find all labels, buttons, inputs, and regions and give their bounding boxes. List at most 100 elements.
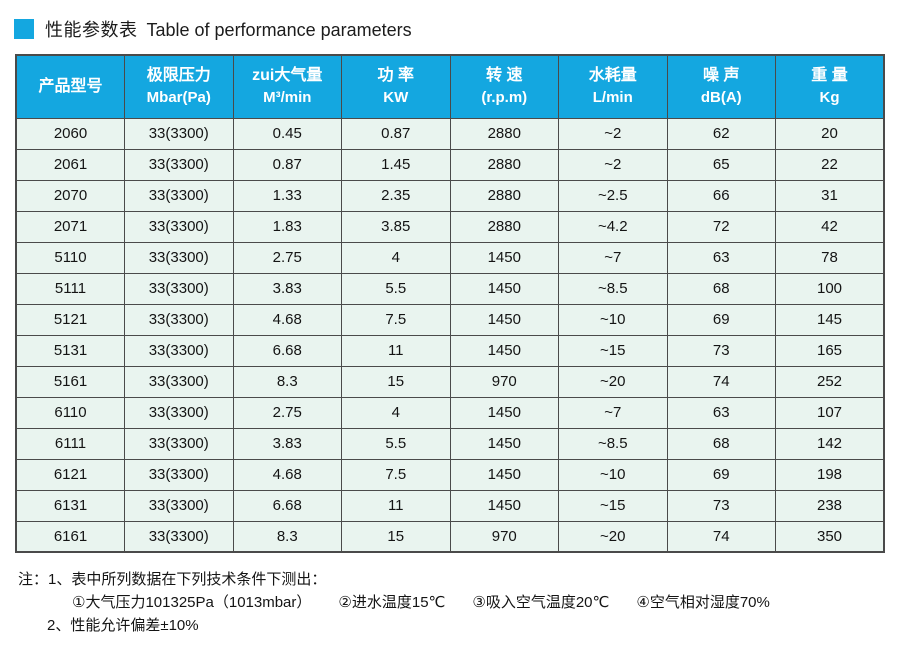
column-header-unit: Kg bbox=[819, 88, 840, 106]
cell-product-model: 6111 bbox=[15, 427, 125, 460]
table-header: 产品型号 极限压力 Mbar(Pa) zui大气量 M³/min 功 率 KW 转 速 (r.p… bbox=[15, 54, 885, 119]
note-label: 注： bbox=[18, 571, 49, 588]
cell-weight: 198 bbox=[775, 458, 885, 491]
table-row: 6121 33(3300) 4.68 7.5 1450 ~10 69 198 bbox=[15, 458, 885, 491]
cell-product-model: 5131 bbox=[15, 334, 125, 367]
cell-speed: 1450 bbox=[449, 334, 559, 367]
cell-speed: 2880 bbox=[449, 179, 559, 212]
cell-power: 5.5 bbox=[341, 272, 451, 305]
cell-max-air-flow: 3.83 bbox=[232, 427, 342, 460]
cell-max-air-flow: 8.3 bbox=[232, 520, 342, 553]
note-line-1: 注：1、表中所列数据在下列技术条件下测出： bbox=[18, 568, 900, 591]
cell-water-consumption: ~7 bbox=[558, 241, 668, 274]
cell-weight: 31 bbox=[775, 179, 885, 212]
cell-ultimate-pressure: 33(3300) bbox=[124, 489, 234, 522]
cell-water-consumption: ~10 bbox=[558, 458, 668, 491]
column-header-speed: 转 速 (r.p.m) bbox=[449, 54, 559, 119]
cell-product-model: 5110 bbox=[15, 241, 125, 274]
cell-power: 4 bbox=[341, 396, 451, 429]
cell-weight: 22 bbox=[775, 148, 885, 181]
table-row: 2070 33(3300) 1.33 2.35 2880 ~2.5 66 31 bbox=[15, 179, 885, 212]
column-header-label: 转 速 bbox=[486, 66, 523, 84]
table-row: 2061 33(3300) 0.87 1.45 2880 ~2 65 22 bbox=[15, 148, 885, 181]
cell-power: 1.45 bbox=[341, 148, 451, 181]
cell-ultimate-pressure: 33(3300) bbox=[124, 179, 234, 212]
cell-speed: 1450 bbox=[449, 303, 559, 336]
cell-speed: 1450 bbox=[449, 489, 559, 522]
cell-ultimate-pressure: 33(3300) bbox=[124, 241, 234, 274]
column-header-label: 产品型号 bbox=[38, 77, 103, 95]
cell-max-air-flow: 1.33 bbox=[232, 179, 342, 212]
cell-power: 7.5 bbox=[341, 303, 451, 336]
cell-ultimate-pressure: 33(3300) bbox=[124, 148, 234, 181]
cell-max-air-flow: 2.75 bbox=[232, 241, 342, 274]
cell-product-model: 6161 bbox=[15, 520, 125, 553]
cell-product-model: 6131 bbox=[15, 489, 125, 522]
cell-product-model: 5121 bbox=[15, 303, 125, 336]
footnotes: 注：1、表中所列数据在下列技术条件下测出： ①大气压力101325Pa（1013… bbox=[18, 568, 900, 637]
cell-weight: 107 bbox=[775, 396, 885, 429]
cell-product-model: 6110 bbox=[15, 396, 125, 429]
cell-water-consumption: ~8.5 bbox=[558, 427, 668, 460]
cell-weight: 78 bbox=[775, 241, 885, 274]
table-row: 5131 33(3300) 6.68 11 1450 ~15 73 165 bbox=[15, 334, 885, 367]
column-header-label: 极限压力 bbox=[146, 66, 211, 84]
cell-product-model: 2071 bbox=[15, 210, 125, 243]
column-header-water-consumption: 水耗量 L/min bbox=[558, 54, 668, 119]
cell-power: 2.35 bbox=[341, 179, 451, 212]
cell-speed: 1450 bbox=[449, 427, 559, 460]
table-body: 2060 33(3300) 0.45 0.87 2880 ~2 62 20 2061 33(330… bbox=[15, 117, 885, 553]
note-condition: ③吸入空气温度20℃ bbox=[472, 594, 610, 611]
title-bullet-square-icon bbox=[14, 19, 34, 39]
table-row: 2071 33(3300) 1.83 3.85 2880 ~4.2 72 42 bbox=[15, 210, 885, 243]
column-header-label: 水耗量 bbox=[588, 66, 637, 84]
cell-ultimate-pressure: 33(3300) bbox=[124, 458, 234, 491]
cell-weight: 238 bbox=[775, 489, 885, 522]
page-title-zh: 性能参数表 bbox=[45, 20, 138, 40]
table-row: 5111 33(3300) 3.83 5.5 1450 ~8.5 68 100 bbox=[15, 272, 885, 305]
cell-noise: 73 bbox=[666, 334, 776, 367]
column-header-unit: M³/min bbox=[263, 88, 312, 106]
cell-water-consumption: ~20 bbox=[558, 520, 668, 553]
column-header-unit: KW bbox=[383, 88, 409, 106]
table-row: 6131 33(3300) 6.68 11 1450 ~15 73 238 bbox=[15, 489, 885, 522]
cell-product-model: 2061 bbox=[15, 148, 125, 181]
cell-max-air-flow: 6.68 bbox=[232, 489, 342, 522]
cell-ultimate-pressure: 33(3300) bbox=[124, 303, 234, 336]
cell-ultimate-pressure: 33(3300) bbox=[124, 117, 234, 150]
column-header-noise: 噪 声 dB(A) bbox=[666, 54, 776, 119]
cell-max-air-flow: 0.87 bbox=[232, 148, 342, 181]
cell-speed: 1450 bbox=[449, 272, 559, 305]
cell-speed: 2880 bbox=[449, 117, 559, 150]
cell-max-air-flow: 2.75 bbox=[232, 396, 342, 429]
page-title-text: 性能参数表 Table of performance parameters bbox=[45, 16, 412, 42]
cell-speed: 2880 bbox=[449, 210, 559, 243]
table-row: 6161 33(3300) 8.3 15 970 ~20 74 350 bbox=[15, 520, 885, 553]
table-row: 5161 33(3300) 8.3 15 970 ~20 74 252 bbox=[15, 365, 885, 398]
column-header-unit: Mbar(Pa) bbox=[146, 88, 211, 106]
cell-noise: 73 bbox=[666, 489, 776, 522]
cell-ultimate-pressure: 33(3300) bbox=[124, 210, 234, 243]
cell-product-model: 5161 bbox=[15, 365, 125, 398]
page-title-en: Table of performance parameters bbox=[146, 20, 412, 40]
parameters-table: 产品型号 极限压力 Mbar(Pa) zui大气量 M³/min 功 率 KW 转 速 (r.p… bbox=[15, 54, 885, 553]
cell-weight: 42 bbox=[775, 210, 885, 243]
cell-ultimate-pressure: 33(3300) bbox=[124, 365, 234, 398]
cell-noise: 69 bbox=[666, 303, 776, 336]
cell-power: 11 bbox=[341, 489, 451, 522]
cell-power: 15 bbox=[341, 520, 451, 553]
table-row: 6110 33(3300) 2.75 4 1450 ~7 63 107 bbox=[15, 396, 885, 429]
cell-water-consumption: ~8.5 bbox=[558, 272, 668, 305]
column-header-max-air-flow: zui大气量 M³/min bbox=[232, 54, 342, 119]
column-header-unit: L/min bbox=[592, 88, 633, 106]
cell-ultimate-pressure: 33(3300) bbox=[124, 272, 234, 305]
table-row: 2060 33(3300) 0.45 0.87 2880 ~2 62 20 bbox=[15, 117, 885, 150]
cell-product-model: 5111 bbox=[15, 272, 125, 305]
cell-weight: 165 bbox=[775, 334, 885, 367]
cell-water-consumption: ~10 bbox=[558, 303, 668, 336]
cell-speed: 1450 bbox=[449, 458, 559, 491]
column-header-power: 功 率 KW bbox=[341, 54, 451, 119]
note-item-2: 2、性能允许偏差±10% bbox=[47, 617, 199, 634]
cell-max-air-flow: 0.45 bbox=[232, 117, 342, 150]
cell-noise: 63 bbox=[666, 241, 776, 274]
